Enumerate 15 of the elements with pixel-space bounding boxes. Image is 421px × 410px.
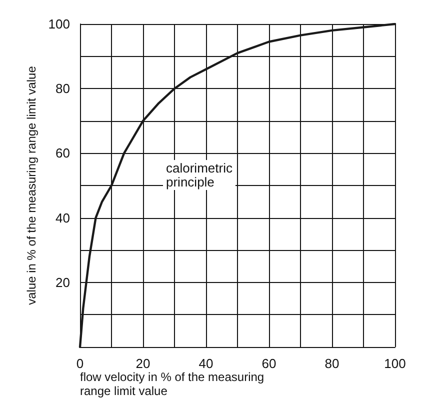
x-tick-label: 100 [384,356,406,371]
y-tick-label: 40 [56,210,70,226]
y-tick-label: 60 [56,146,70,161]
x-tick-label: 60 [262,356,276,371]
x-tick-label: 40 [198,356,214,371]
y-axis-title: value in % of the measuring range limit value [24,66,38,305]
y-tick-label: 100 [48,16,70,32]
x-tick-label: 80 [324,356,340,371]
y-tick-label: 80 [56,81,70,96]
annotation: calorimetric principle [166,160,233,190]
x-tick-label: 0 [76,356,84,371]
y-tick-label: 20 [56,274,70,290]
line-series [78,22,396,348]
x-tick-label: 20 [136,356,150,371]
x-axis-title: flow velocity in % of the measuring range limit value [80,370,264,398]
